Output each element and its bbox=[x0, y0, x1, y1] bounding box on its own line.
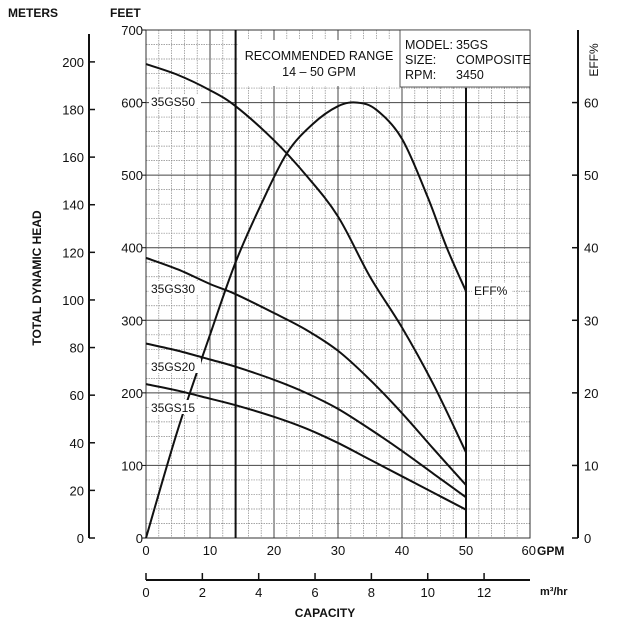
gpm-tick-label: 0 bbox=[142, 543, 149, 558]
model-label: MODEL: bbox=[405, 38, 453, 52]
meters-tick-label: 0 bbox=[77, 531, 84, 546]
meters-tick-label: 180 bbox=[62, 103, 84, 118]
gpm-tick-label: 60 bbox=[522, 543, 536, 558]
curve-label-35gs30: 35GS30 bbox=[151, 282, 195, 296]
series-line-35gs20 bbox=[145, 342, 467, 499]
eff-axis-title: EFF% bbox=[587, 43, 601, 77]
meters-tick-label: 20 bbox=[70, 483, 84, 498]
gpm-tick-label: 30 bbox=[331, 543, 345, 558]
feet-tick-label: 500 bbox=[121, 168, 143, 183]
gpm-unit-label: GPM bbox=[537, 544, 564, 558]
feet-tick-label: 400 bbox=[121, 241, 143, 256]
feet-axis: 0 100 200 300 400 500 600 700 bbox=[121, 23, 146, 546]
gpm-tick-label: 50 bbox=[459, 543, 473, 558]
m3hr-tick-label: 6 bbox=[311, 585, 318, 600]
recommended-range-line2: 14 – 50 GPM bbox=[282, 65, 356, 79]
eff-tick-label: 20 bbox=[584, 386, 598, 401]
gpm-tick-label: 20 bbox=[267, 543, 281, 558]
recommended-range-box bbox=[238, 40, 400, 86]
gpm-axis: 0 10 20 30 40 50 60 bbox=[142, 543, 536, 558]
eff-tick-label: 10 bbox=[584, 458, 598, 473]
series-line-35gs50 bbox=[145, 63, 467, 453]
m3hr-tick-label: 4 bbox=[255, 585, 262, 600]
curve-label-eff: EFF% bbox=[474, 284, 508, 298]
m3hr-tick-label: 2 bbox=[199, 585, 206, 600]
size-label: SIZE: bbox=[405, 53, 436, 67]
grid bbox=[145, 29, 531, 539]
model-value: 35GS bbox=[456, 38, 488, 52]
curve-label-35gs50: 35GS50 bbox=[151, 95, 195, 109]
meters-tick-label: 100 bbox=[62, 293, 84, 308]
meters-tick-label: 60 bbox=[70, 388, 84, 403]
rpm-value: 3450 bbox=[456, 68, 484, 82]
eff-tick-label: 0 bbox=[584, 531, 591, 546]
size-value: COMPOSITE bbox=[456, 53, 531, 67]
plot-frame bbox=[145, 29, 531, 539]
curve-label-35gs20: 35GS20 bbox=[151, 360, 195, 374]
meters-tick-label: 160 bbox=[62, 150, 84, 165]
feet-axis-title: FEET bbox=[110, 6, 141, 20]
meters-axis: 0 20 40 60 80 100 120 140 160 180 200 bbox=[62, 55, 95, 546]
m3hr-tick-label: 0 bbox=[142, 585, 149, 600]
feet-tick-label: 200 bbox=[121, 386, 143, 401]
eff-tick-label: 30 bbox=[584, 313, 598, 328]
meters-tick-label: 40 bbox=[70, 436, 84, 451]
eff-axis: 0 10 20 30 40 50 60 bbox=[572, 96, 598, 546]
x-axis-label: CAPACITY bbox=[295, 606, 355, 620]
eff-tick-label: 50 bbox=[584, 168, 598, 183]
m3hr-tick-label: 8 bbox=[368, 585, 375, 600]
gpm-tick-label: 40 bbox=[395, 543, 409, 558]
meters-tick-label: 200 bbox=[62, 55, 84, 70]
recommended-range-line1: RECOMMENDED RANGE bbox=[245, 49, 394, 63]
series-line-eff-pct bbox=[145, 101, 467, 539]
rpm-label: RPM: bbox=[405, 68, 436, 82]
series-line-35gs30 bbox=[145, 256, 467, 486]
feet-tick-label: 600 bbox=[121, 96, 143, 111]
y-axis-label: TOTAL DYNAMIC HEAD bbox=[30, 210, 44, 346]
feet-tick-label: 0 bbox=[136, 531, 143, 546]
m3hr-axis: 0 2 4 6 8 10 12 bbox=[142, 573, 491, 600]
eff-tick-label: 60 bbox=[584, 96, 598, 111]
curve-label-35gs15: 35GS15 bbox=[151, 401, 195, 415]
m3hr-unit-label: m³/hr bbox=[540, 586, 568, 598]
m3hr-tick-label: 12 bbox=[477, 585, 491, 600]
feet-tick-label: 700 bbox=[121, 23, 143, 38]
gpm-tick-label: 10 bbox=[203, 543, 217, 558]
feet-tick-label: 300 bbox=[121, 313, 143, 328]
series-line-35gs15 bbox=[145, 383, 467, 511]
eff-tick-label: 40 bbox=[584, 241, 598, 256]
meters-axis-title: METERS bbox=[8, 6, 58, 20]
series-group bbox=[145, 63, 467, 539]
meters-tick-label: 120 bbox=[62, 245, 84, 260]
m3hr-tick-label: 10 bbox=[420, 585, 434, 600]
model-info-box bbox=[399, 29, 531, 88]
meters-tick-label: 80 bbox=[70, 341, 84, 356]
feet-tick-label: 100 bbox=[121, 458, 143, 473]
meters-tick-label: 140 bbox=[62, 198, 84, 213]
